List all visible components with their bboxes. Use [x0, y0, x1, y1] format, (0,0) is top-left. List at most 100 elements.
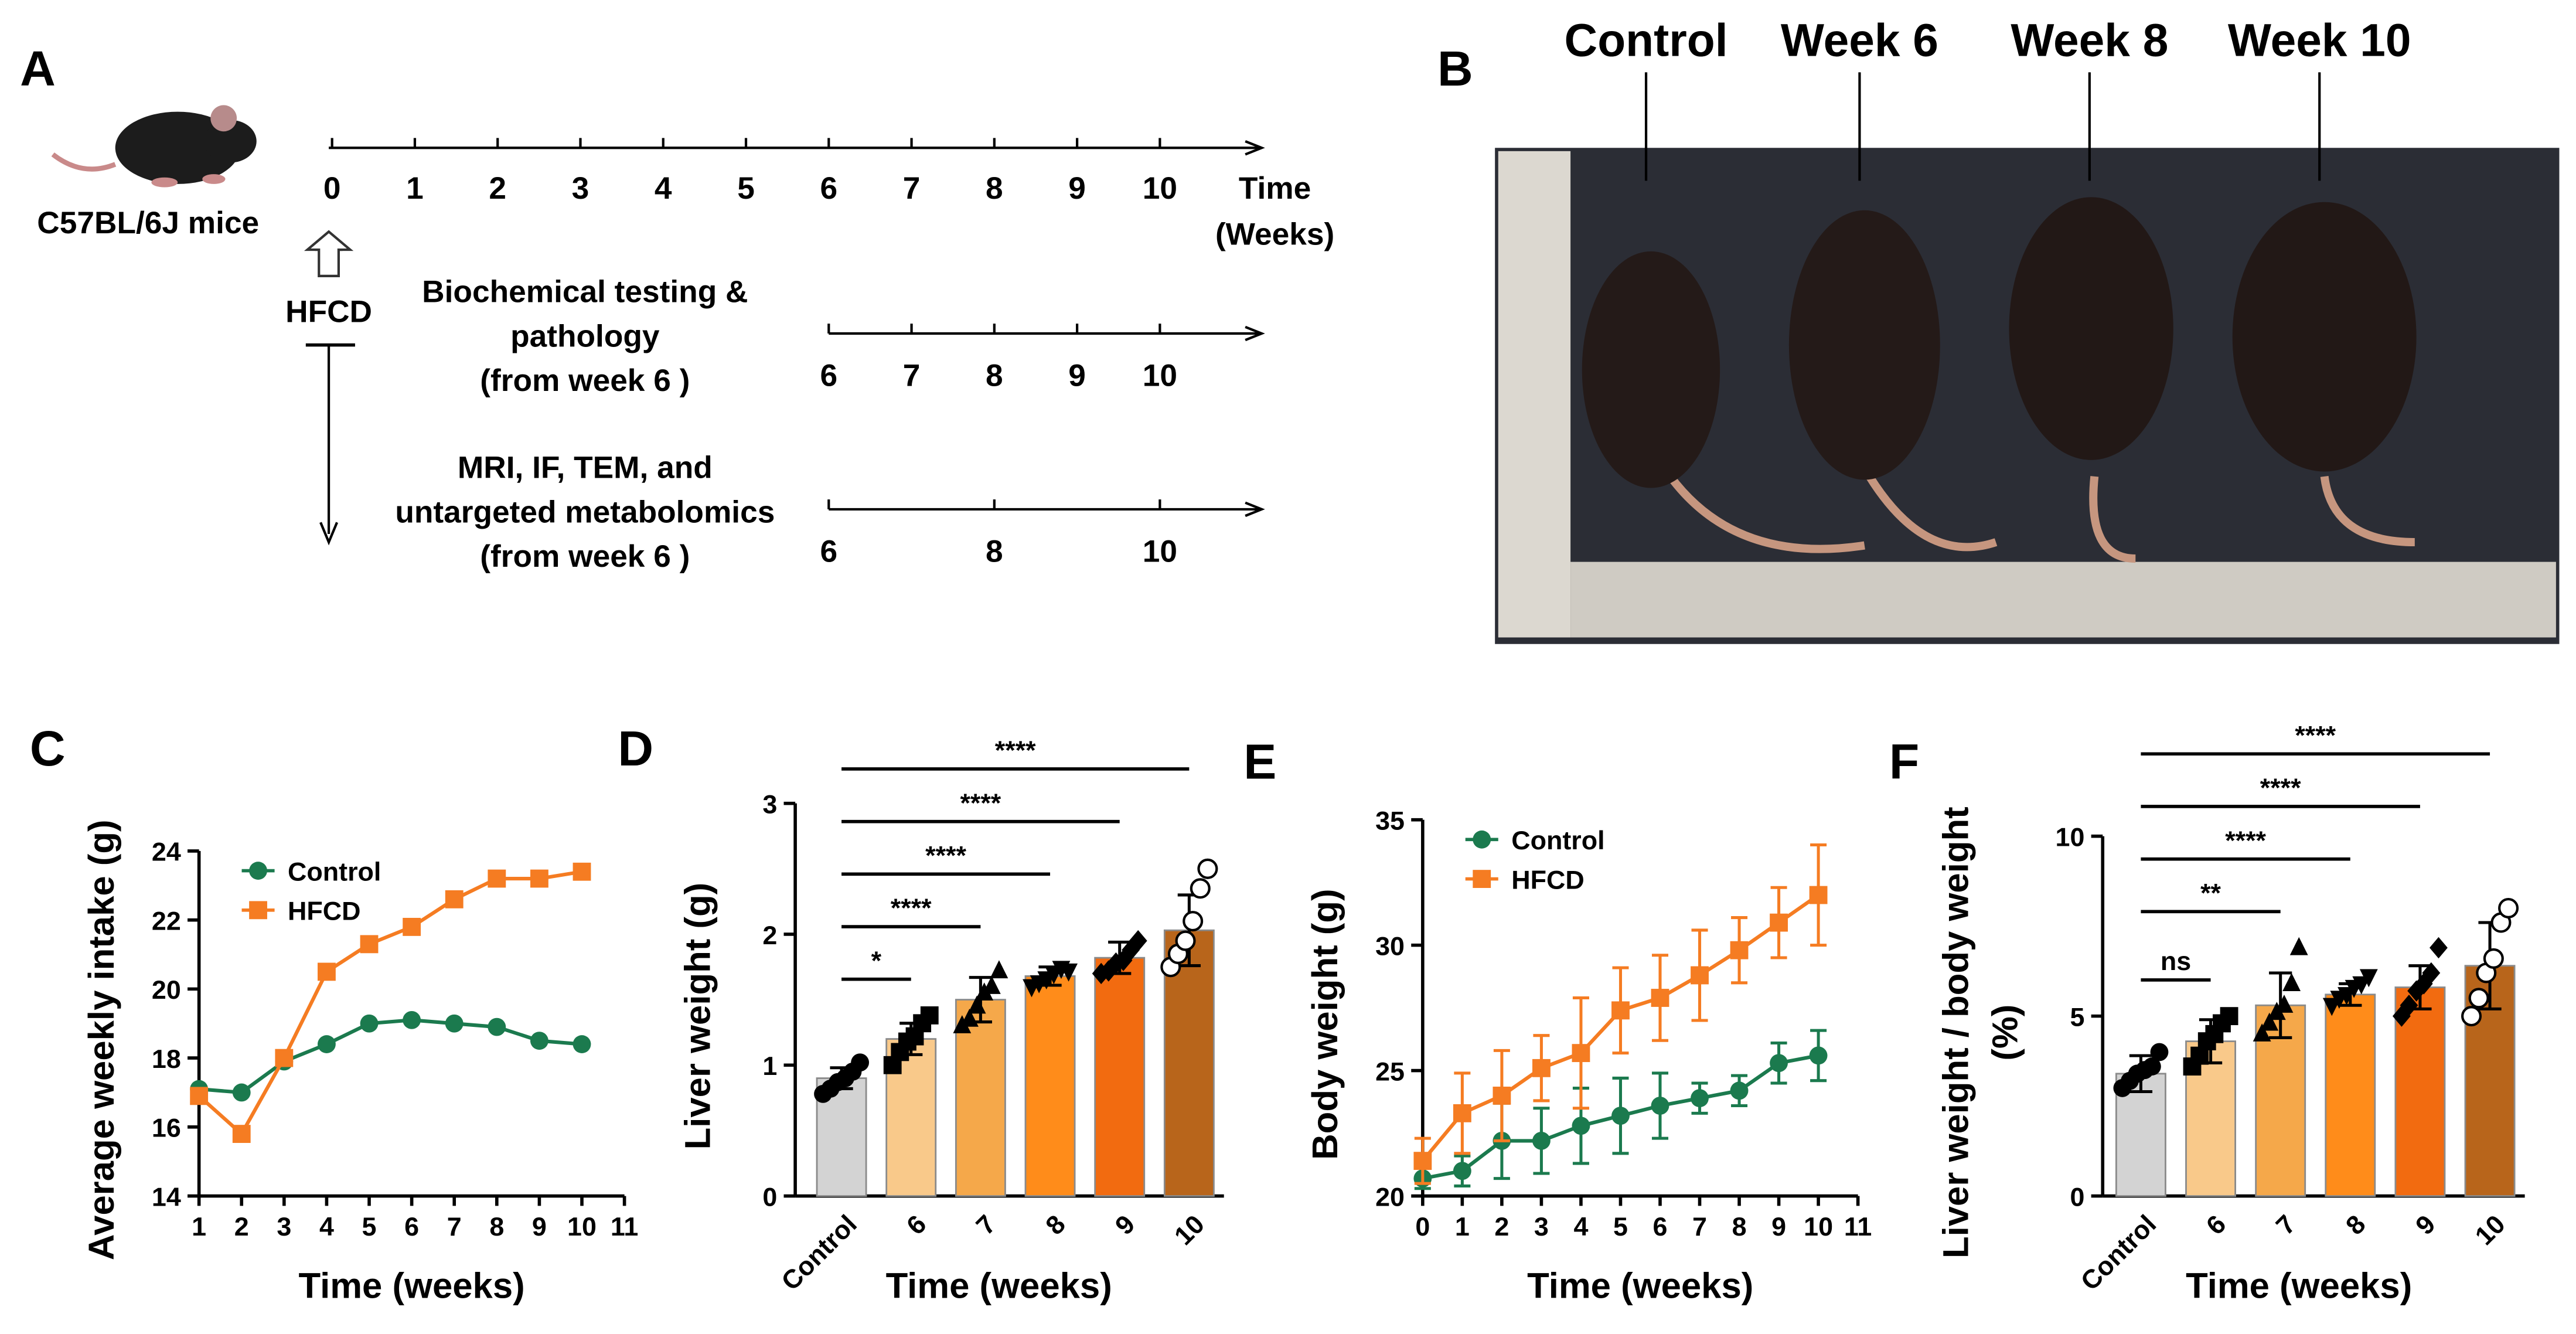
y-axis-title: (%): [1985, 1005, 2026, 1061]
panel-label: C: [30, 721, 66, 776]
x-tick-label: 3: [1534, 1212, 1549, 1241]
timeline-tick-label: 9: [1068, 359, 1086, 393]
significance-label: ns: [2161, 946, 2191, 976]
track-label: Biochemical testing &: [422, 275, 748, 309]
x-tick-label: 10: [1168, 1209, 1210, 1251]
point: [1190, 878, 1211, 899]
point: [1453, 1104, 1471, 1122]
point: [573, 1035, 591, 1053]
point: [530, 869, 548, 888]
timeline-tick-label: 1: [406, 171, 424, 206]
significance-label: ****: [2225, 825, 2266, 855]
point: [232, 1083, 251, 1102]
x-tick-label: 4: [319, 1212, 334, 1241]
point: [2483, 948, 2504, 969]
timeline-axis-label: (Weeks): [1215, 217, 1334, 252]
x-tick-label: 1: [192, 1212, 206, 1241]
timeline-tick-label: 10: [1143, 171, 1177, 206]
point: [1183, 911, 1204, 932]
photo: [1495, 148, 2560, 644]
significance-label: ****: [2295, 720, 2336, 750]
point: [982, 976, 1001, 994]
arrow-head: [1245, 501, 1265, 518]
y-tick-label: 22: [152, 906, 181, 935]
point: [2289, 937, 2308, 955]
point: [851, 1053, 870, 1072]
timeline-tick-label: 8: [986, 359, 1003, 393]
point: [1129, 930, 1147, 952]
x-tick-label: 3: [277, 1212, 291, 1241]
point: [2150, 1043, 2169, 1061]
point: [232, 1125, 251, 1144]
y-tick-label: 35: [1375, 805, 1405, 835]
point: [2282, 973, 2301, 991]
x-tick-label: 7: [1692, 1212, 1707, 1241]
y-tick-label: 24: [152, 837, 181, 867]
photo-label: Week 8: [2011, 14, 2168, 66]
point: [573, 862, 591, 881]
x-tick-label: 6: [2200, 1209, 2232, 1241]
point: [1572, 1044, 1590, 1063]
y-tick-label: 3: [762, 789, 777, 819]
subject-label: C57BL/6J mice: [37, 206, 259, 240]
x-tick-label: 1: [1455, 1212, 1470, 1241]
point: [2359, 969, 2378, 988]
point: [920, 1006, 939, 1025]
point: [1651, 989, 1669, 1007]
point: [1611, 1001, 1630, 1020]
y-tick-label: 5: [2070, 1002, 2084, 1032]
y-tick-label: 18: [152, 1044, 181, 1074]
y-tick-label: 14: [152, 1182, 181, 1212]
diet-label: HFCD: [285, 294, 372, 329]
timeline-tick-label: 9: [1068, 171, 1086, 206]
point: [249, 862, 267, 880]
point: [249, 901, 267, 920]
point: [190, 1087, 209, 1105]
point: [1572, 1117, 1590, 1135]
panel-label: A: [20, 41, 56, 96]
x-tick-label: Control: [775, 1209, 863, 1296]
point: [2142, 1057, 2161, 1076]
x-axis-title: Time (weeks): [1527, 1265, 1753, 1306]
x-axis-title: Time (weeks): [299, 1265, 525, 1306]
point: [1175, 930, 1196, 951]
significance-label: ****: [960, 788, 1001, 818]
point: [1809, 1046, 1828, 1065]
point: [1532, 1059, 1551, 1077]
timeline-tick-label: 3: [572, 171, 590, 206]
point: [1730, 941, 1749, 959]
bar: [1024, 975, 1076, 1197]
point: [445, 890, 464, 908]
point: [2220, 1007, 2238, 1026]
panel-label: D: [618, 721, 653, 776]
point: [1532, 1131, 1551, 1150]
timeline-tick-label: 2: [489, 171, 506, 206]
point: [1651, 1097, 1669, 1115]
bar: [2325, 993, 2376, 1197]
y-axis-title: Liver weight / body weight: [1936, 806, 1976, 1258]
photo-label: Week 10: [2228, 14, 2411, 66]
x-tick-label: 9: [1771, 1212, 1786, 1241]
timeline-tick-label: 7: [903, 171, 921, 206]
timeline-tick-label: 10: [1143, 535, 1177, 569]
x-tick-label: 11: [611, 1212, 638, 1241]
point: [2468, 988, 2489, 1009]
x-tick-label: 2: [1494, 1212, 1509, 1241]
point: [2498, 897, 2519, 918]
x-axis-title: Time (weeks): [886, 1265, 1112, 1306]
timeline-tick-label: 0: [323, 171, 341, 206]
timeline-tick-label: 6: [820, 359, 837, 393]
point: [318, 1035, 336, 1053]
panel-label: E: [1243, 734, 1276, 789]
point: [990, 960, 1008, 979]
y-axis-title: Average weekly intake (g): [81, 819, 122, 1260]
y-tick-label: 16: [152, 1113, 181, 1143]
x-tick-label: 8: [1040, 1209, 1071, 1241]
point: [1059, 963, 1078, 982]
point: [1730, 1081, 1749, 1100]
significance-label: *: [871, 945, 882, 975]
x-tick-label: 8: [489, 1212, 504, 1241]
timeline-tick-label: 6: [820, 171, 837, 206]
